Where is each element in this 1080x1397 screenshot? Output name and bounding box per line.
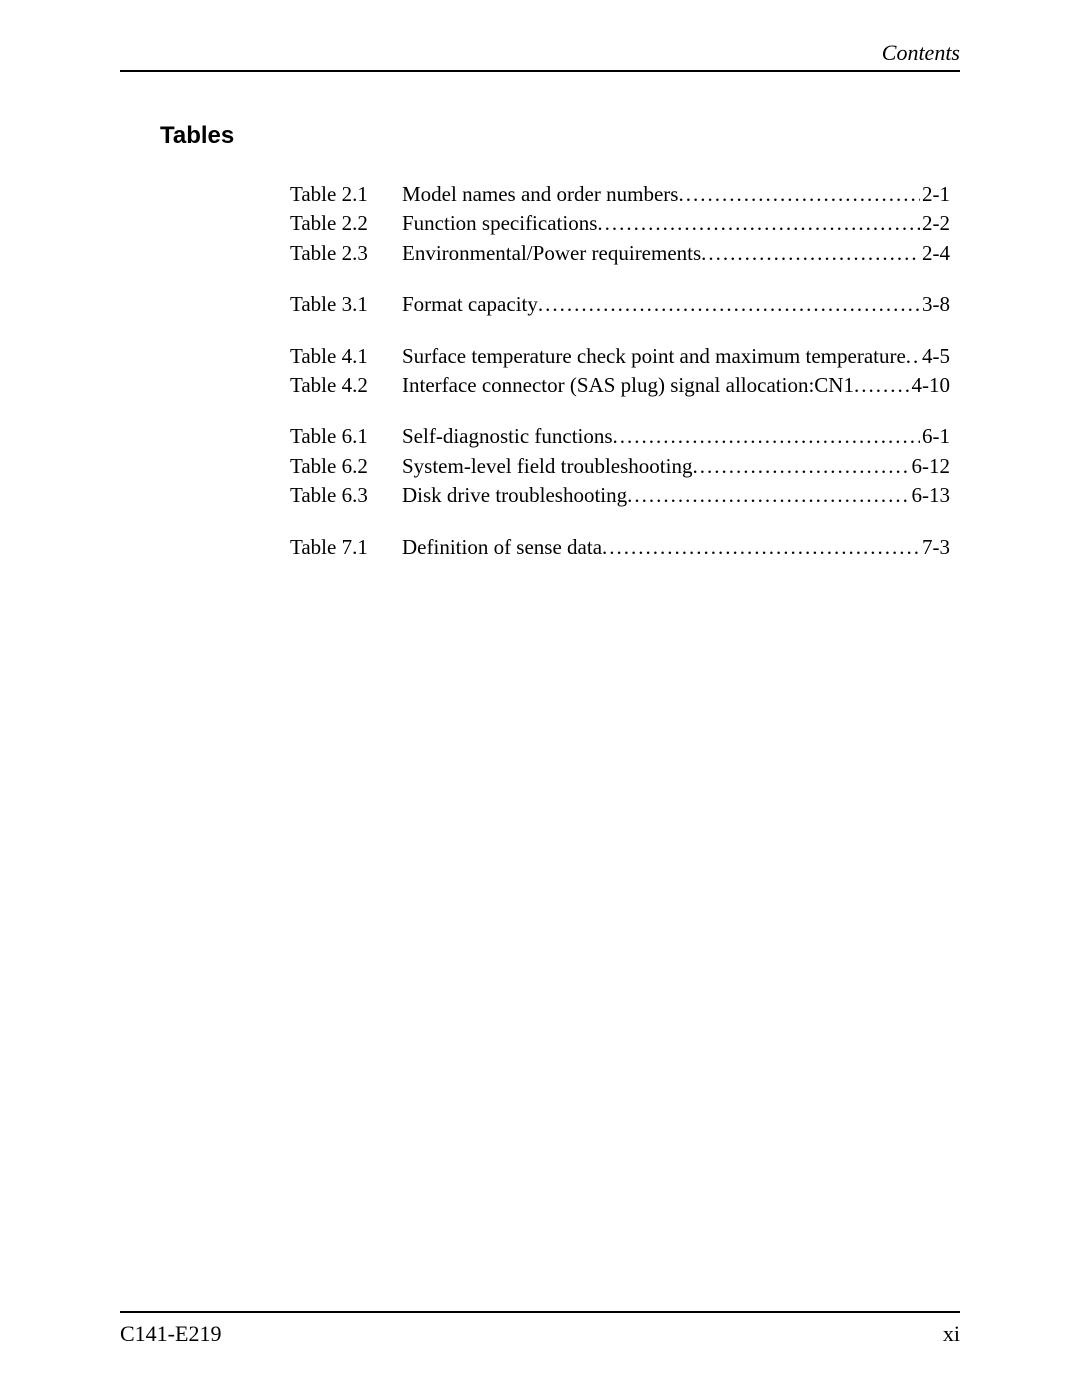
toc-leader <box>627 481 909 510</box>
toc-page: 6-13 <box>910 481 951 510</box>
toc-title: Model names and order numbers <box>402 180 678 209</box>
toc-title: Self-diagnostic functions <box>402 422 613 451</box>
toc-group: Table 6.1 Self-diagnostic functions 6-1 … <box>290 422 950 510</box>
toc-page: 2-1 <box>920 180 950 209</box>
toc-leader <box>678 180 920 209</box>
toc-label: Table 6.1 <box>290 422 402 451</box>
toc-leader <box>906 342 920 371</box>
toc-title: System-level field troubleshooting <box>402 452 692 481</box>
toc-page: 6-1 <box>920 422 950 451</box>
toc-row: Table 2.2 Function specifications 2-2 <box>290 209 950 238</box>
toc-label: Table 6.3 <box>290 481 402 510</box>
toc-leader <box>701 239 920 268</box>
toc-title: Disk drive troubleshooting <box>402 481 627 510</box>
toc-group: Table 7.1 Definition of sense data 7-3 <box>290 533 950 562</box>
toc-title: Definition of sense data <box>402 533 602 562</box>
toc-leader <box>692 452 909 481</box>
toc-leader <box>613 422 920 451</box>
header: Contents <box>120 40 960 72</box>
section-title: Tables <box>160 122 960 150</box>
toc-label: Table 4.2 <box>290 371 402 400</box>
toc-leader <box>602 533 920 562</box>
toc-label: Table 3.1 <box>290 290 402 319</box>
toc-page: 2-2 <box>920 209 950 238</box>
toc-row: Table 2.1 Model names and order numbers … <box>290 180 950 209</box>
toc-row: Table 4.2 Interface connector (SAS plug)… <box>290 371 950 400</box>
toc-label: Table 7.1 <box>290 533 402 562</box>
toc-label: Table 2.2 <box>290 209 402 238</box>
toc-title: Format capacity <box>402 290 538 319</box>
toc-label: Table 6.2 <box>290 452 402 481</box>
toc-title: Interface connector (SAS plug) signal al… <box>402 371 854 400</box>
toc-label: Table 2.1 <box>290 180 402 209</box>
footer-page-number: xi <box>943 1321 960 1347</box>
toc-group: Table 2.1 Model names and order numbers … <box>290 180 950 268</box>
toc-page: 6-12 <box>910 452 951 481</box>
footer-rule <box>120 1311 960 1313</box>
toc-group: Table 4.1 Surface temperature check poin… <box>290 342 950 401</box>
footer-doc-id: C141-E219 <box>120 1321 221 1347</box>
page: Contents Tables Table 2.1 Model names an… <box>0 0 1080 1397</box>
toc-title: Function specifications <box>402 209 597 238</box>
toc-label: Table 2.3 <box>290 239 402 268</box>
toc-row: Table 6.2 System-level field troubleshoo… <box>290 452 950 481</box>
toc-row: Table 2.3 Environmental/Power requiremen… <box>290 239 950 268</box>
toc-row: Table 7.1 Definition of sense data 7-3 <box>290 533 950 562</box>
toc-page: 2-4 <box>920 239 950 268</box>
toc-page: 3-8 <box>920 290 950 319</box>
toc-label: Table 4.1 <box>290 342 402 371</box>
header-title: Contents <box>120 40 960 66</box>
toc-group: Table 3.1 Format capacity 3-8 <box>290 290 950 319</box>
toc-title: Environmental/Power requirements <box>402 239 701 268</box>
toc: Table 2.1 Model names and order numbers … <box>290 180 950 562</box>
toc-leader <box>597 209 920 238</box>
toc-leader <box>854 371 910 400</box>
toc-title: Surface temperature check point and maxi… <box>402 342 906 371</box>
toc-row: Table 4.1 Surface temperature check poin… <box>290 342 950 371</box>
toc-row: Table 3.1 Format capacity 3-8 <box>290 290 950 319</box>
footer: C141-E219 xi <box>120 1311 960 1347</box>
toc-leader <box>538 290 920 319</box>
toc-row: Table 6.1 Self-diagnostic functions 6-1 <box>290 422 950 451</box>
toc-page: 7-3 <box>920 533 950 562</box>
footer-row: C141-E219 xi <box>120 1321 960 1347</box>
toc-page: 4-5 <box>920 342 950 371</box>
toc-row: Table 6.3 Disk drive troubleshooting 6-1… <box>290 481 950 510</box>
toc-page: 4-10 <box>910 371 951 400</box>
